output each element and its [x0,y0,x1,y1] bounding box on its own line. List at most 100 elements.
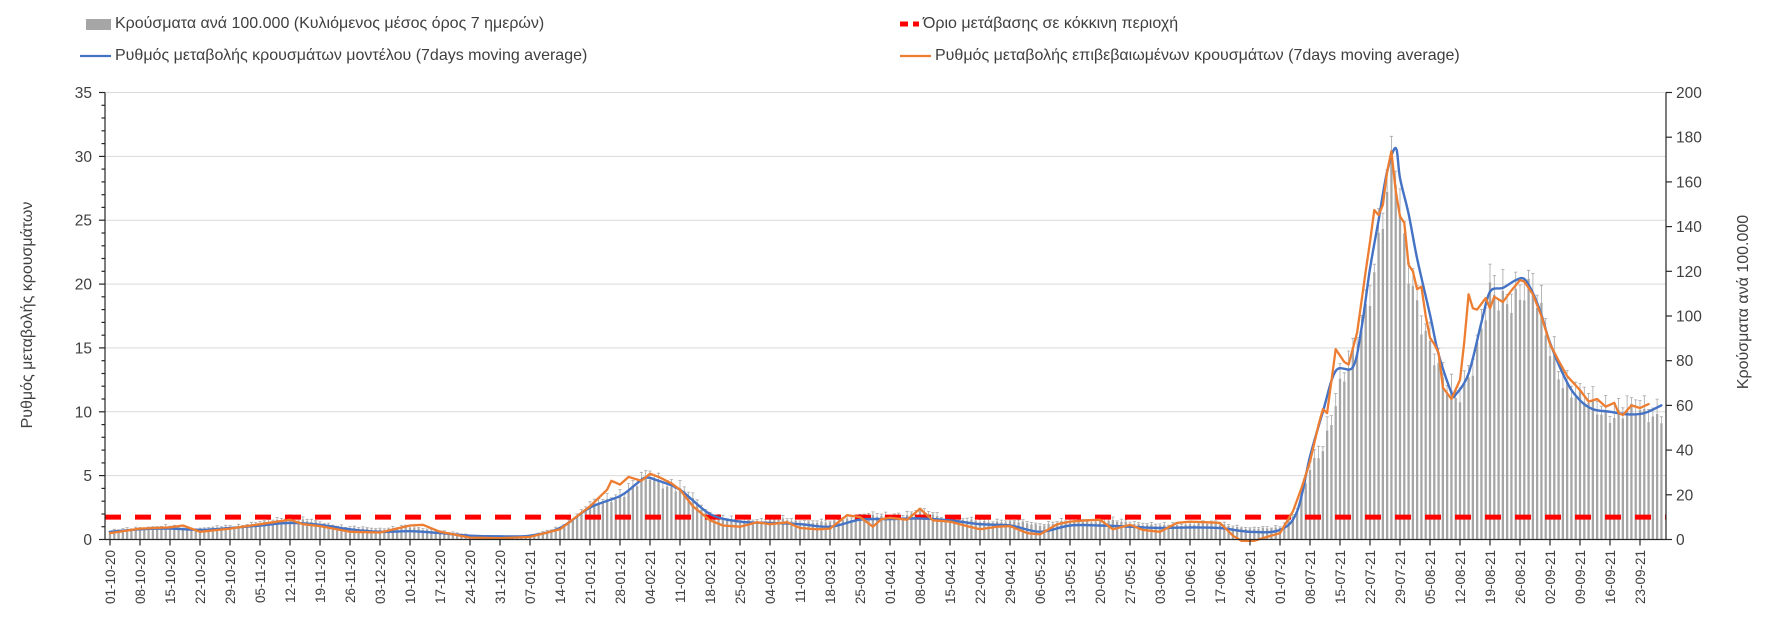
daily-bar-whisker [781,515,785,519]
daily-bar-whisker [828,520,832,523]
daily-bar-whisker [682,486,686,492]
daily-bar [1450,390,1453,540]
daily-bar [1471,375,1474,540]
daily-bar-whisker [1154,523,1158,526]
daily-bar-whisker [215,525,219,528]
daily-bar [781,518,784,540]
daily-bar [931,514,934,540]
daily-bar [983,520,986,540]
daily-bar-whisker [1509,293,1513,313]
daily-bar-whisker [1629,397,1633,404]
daily-bar-whisker [1595,400,1599,415]
daily-bar-whisker [1004,520,1008,523]
daily-bar-whisker [314,520,318,522]
daily-bar [828,522,832,540]
x-axis-date-label: 17-06-21 [1213,550,1228,604]
daily-bar [1137,523,1140,540]
daily-bar-whisker [1162,522,1166,525]
daily-bar [695,503,699,540]
x-axis-date-label: 29-04-21 [1003,550,1018,604]
x-axis-date-label: 03-12-20 [373,550,388,604]
daily-bar-whisker [348,526,352,529]
daily-bar [811,523,814,540]
daily-bar-whisker [1145,523,1149,525]
left-axis-tick-label: 25 [75,213,92,230]
daily-bar [1205,523,1209,540]
daily-bar [665,486,669,540]
daily-bar-whisker [352,525,356,528]
daily-bar [1051,524,1054,540]
x-axis-date-label: 03-06-21 [1153,550,1168,604]
daily-bar-whisker [301,516,305,520]
legend-item-model: Ρυθμός μεταβολής κρουσμάτων μοντέλου (7d… [80,46,587,66]
daily-bar [271,521,275,540]
daily-bar [443,531,446,540]
daily-bar [1300,494,1303,540]
daily-bar-whisker [417,527,421,529]
daily-bar-whisker [1419,315,1423,335]
daily-bar [224,526,227,540]
x-axis-date-label: 10-06-21 [1183,550,1198,604]
legend-item-confirmed: Ρυθμός μεταβολής επιβεβαιωμένων κρουσμάτ… [900,46,1460,66]
daily-bar [1218,524,1222,540]
daily-bar [430,530,433,540]
x-axis-date-label: 11-02-21 [673,550,688,603]
axes [99,91,1672,546]
daily-bar [858,515,862,540]
daily-bar [344,528,347,540]
daily-bar [1120,521,1123,540]
daily-bar [1167,525,1170,540]
daily-bar-whisker [1017,519,1021,523]
x-axis-date-label: 29-07-21 [1393,550,1408,604]
x-axis-date-label: 08-10-20 [133,550,148,604]
daily-bar [807,521,810,540]
x-axis-date-label: 31-12-20 [493,550,508,604]
daily-bar [1073,520,1076,540]
daily-bar [1244,529,1247,540]
daily-bar-whisker [691,492,695,499]
daily-bar [1540,302,1543,540]
x-axis-date-label: 01-07-21 [1273,550,1288,604]
daily-bar [168,527,172,540]
daily-bar-whisker [339,524,343,527]
daily-bar-whisker [982,519,986,521]
daily-bar [1467,377,1470,540]
daily-bar [1595,414,1599,540]
daily-bar [653,479,656,540]
daily-bar-whisker [1518,284,1522,300]
daily-bar [1570,397,1573,540]
x-axis-date-label: 17-12-20 [433,550,448,604]
daily-bar [897,516,900,540]
daily-bar [1617,410,1620,540]
daily-bar [395,528,399,540]
model-line-series [108,146,1663,538]
daily-bar [837,521,840,540]
daily-bar-whisker [267,518,271,522]
daily-bar-whisker [451,531,455,533]
daily-bar [1557,379,1560,540]
daily-bar [1094,521,1097,540]
daily-bar [297,520,300,540]
x-axis-date-label: 12-08-21 [1453,550,1468,604]
x-axis-date-label: 14-01-21 [553,550,568,604]
daily-bar [1231,527,1234,540]
daily-bar [1291,516,1294,540]
x-axis-date-label: 02-09-21 [1543,550,1558,604]
daily-bar [567,522,570,540]
daily-bar [1647,422,1650,540]
daily-bar-whisker [1368,285,1372,306]
daily-bar-whisker [1432,353,1436,366]
daily-bar [331,526,335,540]
daily-bar-whisker [361,526,365,529]
daily-bar-whisker [1261,526,1265,528]
x-axis-date-label: 20-05-21 [1093,550,1108,604]
right-axis-tick-label: 0 [1676,532,1685,549]
daily-bar [1660,423,1663,540]
daily-bar [854,518,857,540]
daily-bar [730,519,733,540]
daily-bar-whisker [978,519,982,522]
daily-bar-whisker [1137,522,1141,524]
daily-bar [348,528,352,540]
daily-bar-whisker [811,520,815,524]
daily-bar [631,485,635,540]
